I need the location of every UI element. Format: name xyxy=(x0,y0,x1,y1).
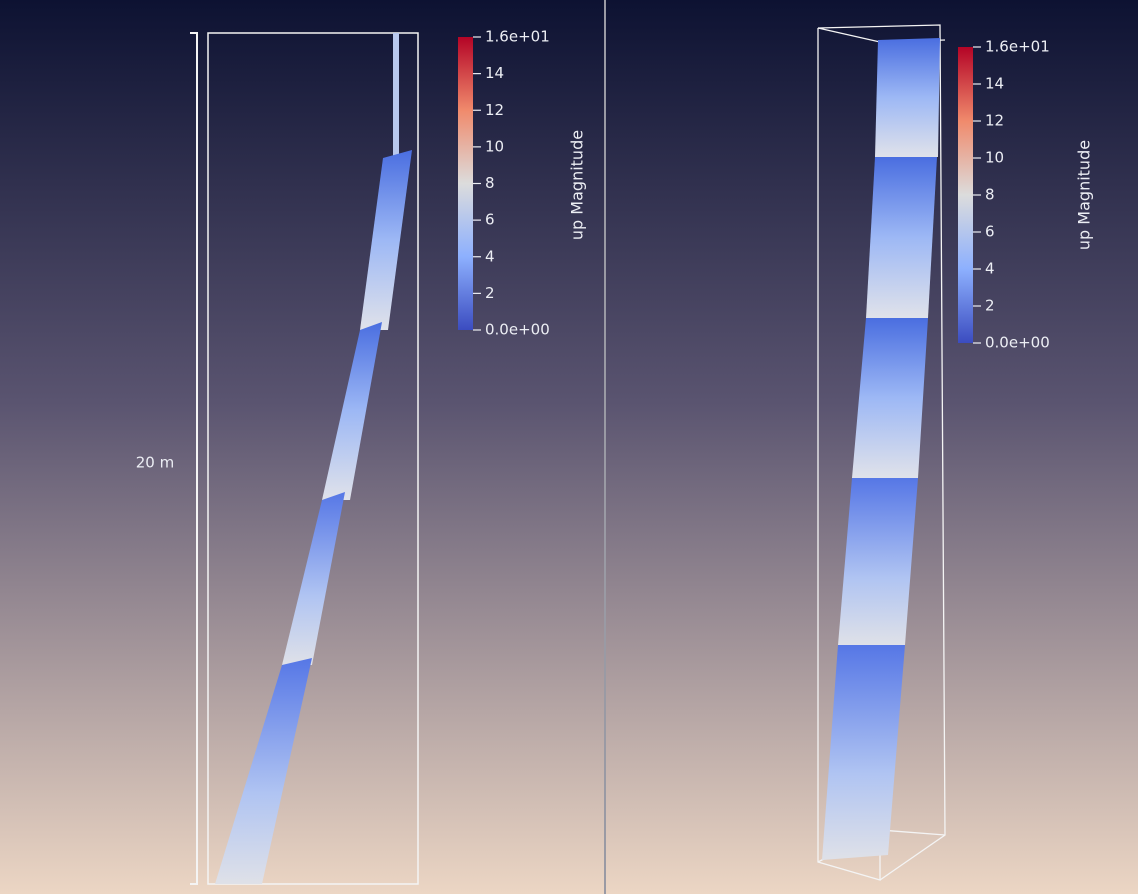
colorbar-tick-label: 12 xyxy=(985,112,1004,130)
colorbar-tick-label: 4 xyxy=(985,260,995,278)
colorbar-tick-label: 6 xyxy=(485,211,495,229)
colorbar-tick-label: 2 xyxy=(985,297,995,315)
colorbar-scale xyxy=(958,47,973,343)
particle-stream xyxy=(875,38,940,157)
colorbar-tick-label: 14 xyxy=(485,64,504,82)
colorbar-tick-label: 8 xyxy=(985,186,995,204)
colorbar-tick-label: 12 xyxy=(485,101,504,119)
colorbar-tick-label: 4 xyxy=(485,247,495,265)
render-window: 20 m up Magnitude 1.6e+01 14 12 10 8 6 4 2 0.0e+… xyxy=(0,0,1138,894)
colorbar-title: up Magnitude xyxy=(1075,140,1094,250)
colorbar-tick-label: 10 xyxy=(985,149,1004,167)
colorbar-tick-label: 0.0e+00 xyxy=(485,321,550,339)
colorbar-tick-label: 8 xyxy=(485,174,495,192)
colorbar-title: up Magnitude xyxy=(568,130,587,240)
colorbar-scale xyxy=(458,37,473,330)
colorbar-tick-label: 14 xyxy=(985,75,1004,93)
colorbar-tick-label: 1.6e+01 xyxy=(485,28,550,46)
particle-stream xyxy=(838,478,918,645)
particle-stream xyxy=(866,157,937,318)
colorbar-tick-label: 6 xyxy=(985,223,995,241)
colorbar-tick-label: 1.6e+01 xyxy=(985,38,1050,56)
scale-label: 20 m xyxy=(136,454,174,472)
colorbar-tick-label: 10 xyxy=(485,137,504,155)
colorbar-tick-label: 0.0e+00 xyxy=(985,334,1050,352)
colorbar-tick-label: 2 xyxy=(485,284,495,302)
inflow-jet xyxy=(393,33,399,158)
